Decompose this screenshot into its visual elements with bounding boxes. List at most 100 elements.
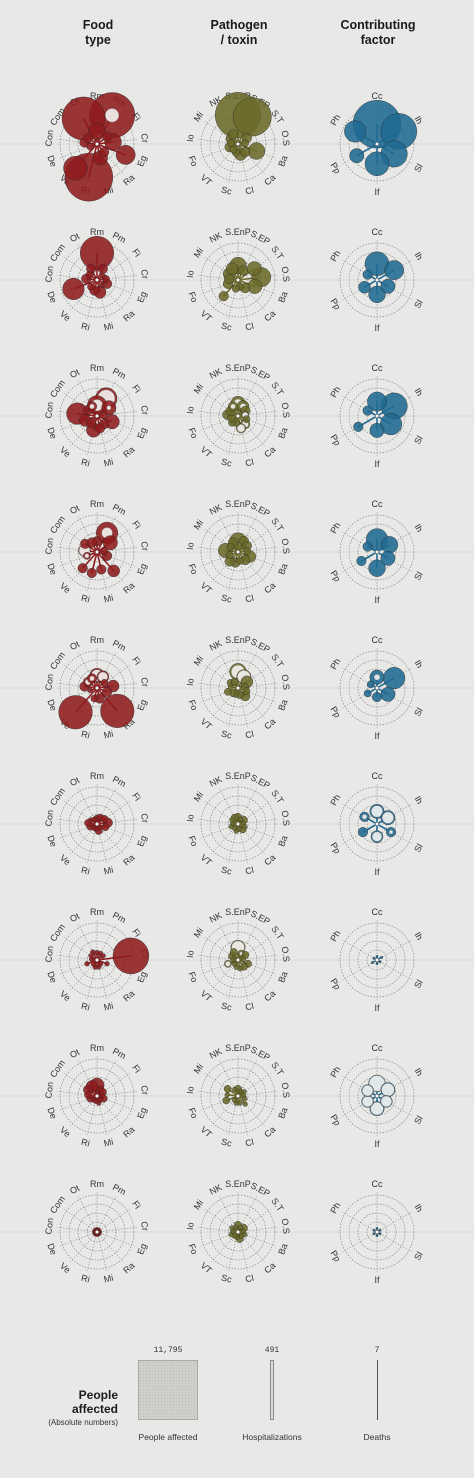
- data-bubble: [86, 537, 97, 548]
- category-label: Ot: [68, 1183, 82, 1197]
- death-bubble: [89, 675, 95, 682]
- category-label: If: [374, 1139, 380, 1149]
- grid-ring: [209, 115, 267, 173]
- category-label: Ca: [262, 852, 277, 867]
- category-label: O.S: [280, 1218, 292, 1235]
- center-dot: [374, 277, 380, 283]
- category-label: Pm: [111, 502, 128, 517]
- category-label: Sc: [220, 1000, 233, 1012]
- data-bubble: [90, 949, 96, 955]
- category-label: Mi: [192, 110, 206, 123]
- category-label: Ve: [58, 1125, 73, 1139]
- category-label: De: [45, 1242, 58, 1256]
- factor-radial-chart: Cc Ih Sl If Pp Ph: [328, 1179, 425, 1285]
- grid-ring: [68, 115, 126, 173]
- category-label: Pp: [328, 1249, 342, 1264]
- category-label: Ca: [262, 988, 277, 1003]
- data-bubble: [380, 550, 396, 566]
- category-label: Fo: [187, 426, 200, 439]
- category-label: Ih: [412, 1202, 424, 1214]
- data-bubble: [79, 235, 114, 270]
- data-bubble: [99, 147, 110, 158]
- data-bubble: [232, 1224, 239, 1230]
- category-label: Mi: [103, 1273, 115, 1285]
- death-bubble: [388, 829, 394, 835]
- category-label: If: [374, 595, 380, 605]
- data-bubble: [242, 1095, 248, 1102]
- grid-ring: [348, 1203, 406, 1261]
- category-label: Ra: [121, 852, 136, 867]
- category-label: Ih: [412, 250, 424, 262]
- grid-spoke: [96, 1231, 107, 1271]
- center-dot: [235, 549, 241, 555]
- grid-ring: [218, 1076, 258, 1116]
- grid-spoke: [342, 1211, 378, 1233]
- death-bubble: [380, 1095, 392, 1108]
- category-label: If: [374, 867, 380, 877]
- data-bubble: [349, 148, 365, 164]
- legend-deaths-bar: [377, 1360, 378, 1420]
- category-label: Ph: [328, 1065, 342, 1080]
- category-label: O.S: [280, 674, 292, 691]
- data-bubble: [90, 825, 97, 831]
- category-label: De: [45, 562, 58, 576]
- data-bubble: [58, 695, 93, 730]
- category-label: Eg: [135, 154, 148, 168]
- data-bubble: [366, 680, 375, 689]
- grid-spoke: [376, 1211, 412, 1233]
- category-label: Con: [43, 1217, 55, 1235]
- category-label: Io: [185, 1086, 196, 1095]
- category-label: Sc: [220, 1272, 233, 1284]
- center-dot: [374, 957, 380, 963]
- category-label: Fo: [187, 1242, 200, 1255]
- category-label: VT: [199, 716, 215, 731]
- category-label: Ih: [412, 386, 424, 398]
- category-label: Eg: [135, 426, 148, 440]
- category-label: Pp: [328, 297, 342, 312]
- category-label: S.EP: [249, 1180, 272, 1198]
- grid-ring: [348, 659, 406, 717]
- data-bubble: [375, 1234, 379, 1238]
- category-label: Ba: [276, 562, 289, 576]
- data-bubble: [238, 1233, 245, 1239]
- category-label: Ih: [412, 522, 424, 534]
- category-label: Pp: [328, 1113, 342, 1128]
- category-label: Cc: [372, 1179, 383, 1189]
- grid-ring: [86, 1221, 108, 1243]
- death-bubble: [84, 553, 90, 559]
- data-bubble: [99, 1092, 105, 1098]
- data-bubble: [62, 277, 85, 300]
- data-bubble: [367, 391, 387, 412]
- category-label: Fi: [130, 655, 142, 667]
- category-label: Ih: [412, 1066, 424, 1078]
- category-label: O.S: [280, 810, 292, 827]
- category-label: VT: [199, 308, 215, 323]
- grid-ring: [348, 931, 406, 989]
- data-bubble: [102, 131, 113, 142]
- category-label: Fi: [130, 791, 142, 803]
- category-label: Eg: [135, 698, 148, 712]
- category-label: S.EP: [249, 772, 272, 790]
- category-label: O.S: [280, 946, 292, 963]
- category-label: Com: [48, 1058, 67, 1079]
- legend-deaths-value: 7: [374, 1346, 380, 1355]
- category-label: Fo: [187, 834, 200, 847]
- data-bubble: [378, 1232, 382, 1236]
- category-label: Sl: [412, 1250, 425, 1262]
- category-label: Pm: [111, 1046, 128, 1061]
- category-label: Sl: [412, 978, 425, 990]
- grid-spoke: [96, 1196, 116, 1233]
- category-label: Ph: [328, 249, 342, 264]
- category-label: Ba: [276, 154, 289, 168]
- category-label: Cr: [139, 813, 150, 824]
- category-label: Con: [43, 1081, 55, 1099]
- data-bubble: [372, 692, 383, 703]
- category-label: De: [45, 154, 58, 168]
- category-label: Ca: [262, 716, 277, 731]
- category-label: Cr: [139, 269, 150, 280]
